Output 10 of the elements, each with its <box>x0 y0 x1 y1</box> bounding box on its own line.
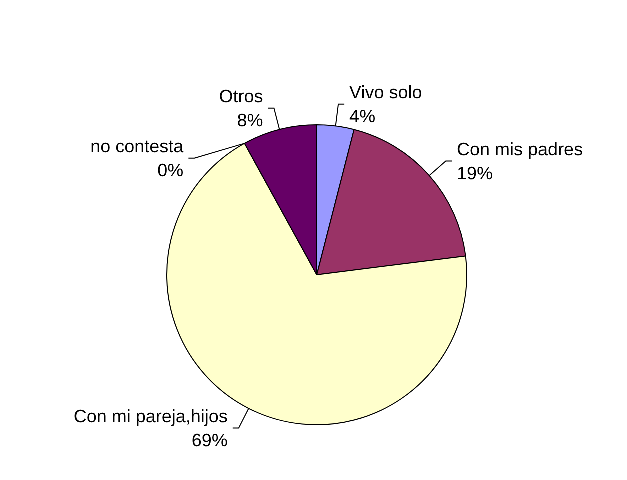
data-label: 8% <box>237 110 264 130</box>
slice-label: Con mis padres <box>457 139 584 160</box>
text: 0% <box>158 160 184 180</box>
slice-label: Con mi pareja,hijos <box>74 406 228 426</box>
slice-label: Otros <box>219 86 264 106</box>
data-label: 19% <box>457 163 494 184</box>
slice-label: Vivo solo <box>350 82 422 102</box>
data-label: 4% <box>350 106 376 126</box>
legend-label: no contesta <box>90 136 185 156</box>
data-label: 69% <box>192 430 228 450</box>
